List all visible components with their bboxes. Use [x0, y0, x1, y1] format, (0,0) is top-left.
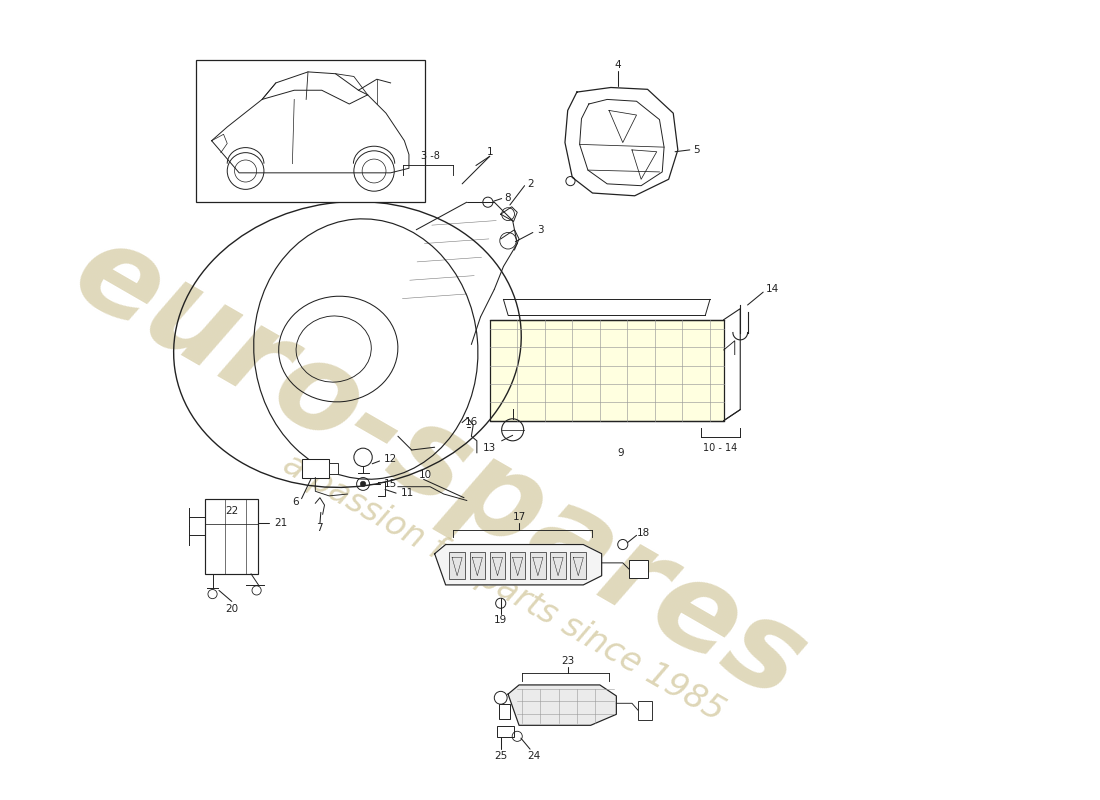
- Text: 8: 8: [505, 193, 512, 202]
- Bar: [449, 552, 465, 579]
- Text: 2: 2: [528, 179, 535, 189]
- Bar: [470, 552, 485, 579]
- Bar: [629, 560, 648, 578]
- Text: 23: 23: [561, 656, 574, 666]
- Text: 17: 17: [513, 512, 526, 522]
- Text: 3 -8: 3 -8: [420, 151, 440, 162]
- Text: 11: 11: [400, 488, 414, 498]
- Text: a passion for parts since 1985: a passion for parts since 1985: [277, 447, 730, 728]
- Circle shape: [361, 481, 366, 486]
- Bar: [206, 498, 258, 574]
- Text: 5: 5: [693, 145, 700, 155]
- Text: 13: 13: [483, 443, 496, 453]
- Text: 15: 15: [384, 479, 397, 489]
- Bar: [196, 60, 426, 202]
- Bar: [510, 552, 526, 579]
- Text: 9: 9: [617, 448, 624, 458]
- Text: euro-spares: euro-spares: [54, 212, 825, 725]
- Polygon shape: [508, 685, 616, 726]
- Bar: [638, 702, 652, 720]
- Text: 3: 3: [537, 225, 543, 234]
- Bar: [490, 552, 505, 579]
- Bar: [329, 463, 339, 474]
- Text: 6: 6: [292, 498, 298, 507]
- Text: 22: 22: [226, 506, 239, 517]
- Text: 16: 16: [464, 418, 478, 427]
- Bar: [490, 320, 724, 421]
- Text: 7: 7: [317, 523, 323, 533]
- Text: 24: 24: [527, 750, 540, 761]
- Text: 21: 21: [274, 518, 287, 529]
- Bar: [571, 552, 586, 579]
- Polygon shape: [434, 545, 602, 585]
- Bar: [550, 552, 565, 579]
- Text: 14: 14: [766, 284, 779, 294]
- Text: 25: 25: [494, 750, 507, 761]
- Text: 19: 19: [494, 614, 507, 625]
- Bar: [497, 726, 514, 738]
- Text: 1: 1: [486, 146, 493, 157]
- Bar: [530, 552, 546, 579]
- Bar: [499, 704, 510, 719]
- Text: 20: 20: [226, 604, 239, 614]
- Text: 18: 18: [637, 527, 650, 538]
- Text: 10 - 14: 10 - 14: [703, 443, 738, 453]
- Text: 10: 10: [419, 470, 432, 480]
- Text: 12: 12: [384, 454, 397, 464]
- Text: 4: 4: [615, 59, 622, 70]
- Bar: [301, 459, 329, 478]
